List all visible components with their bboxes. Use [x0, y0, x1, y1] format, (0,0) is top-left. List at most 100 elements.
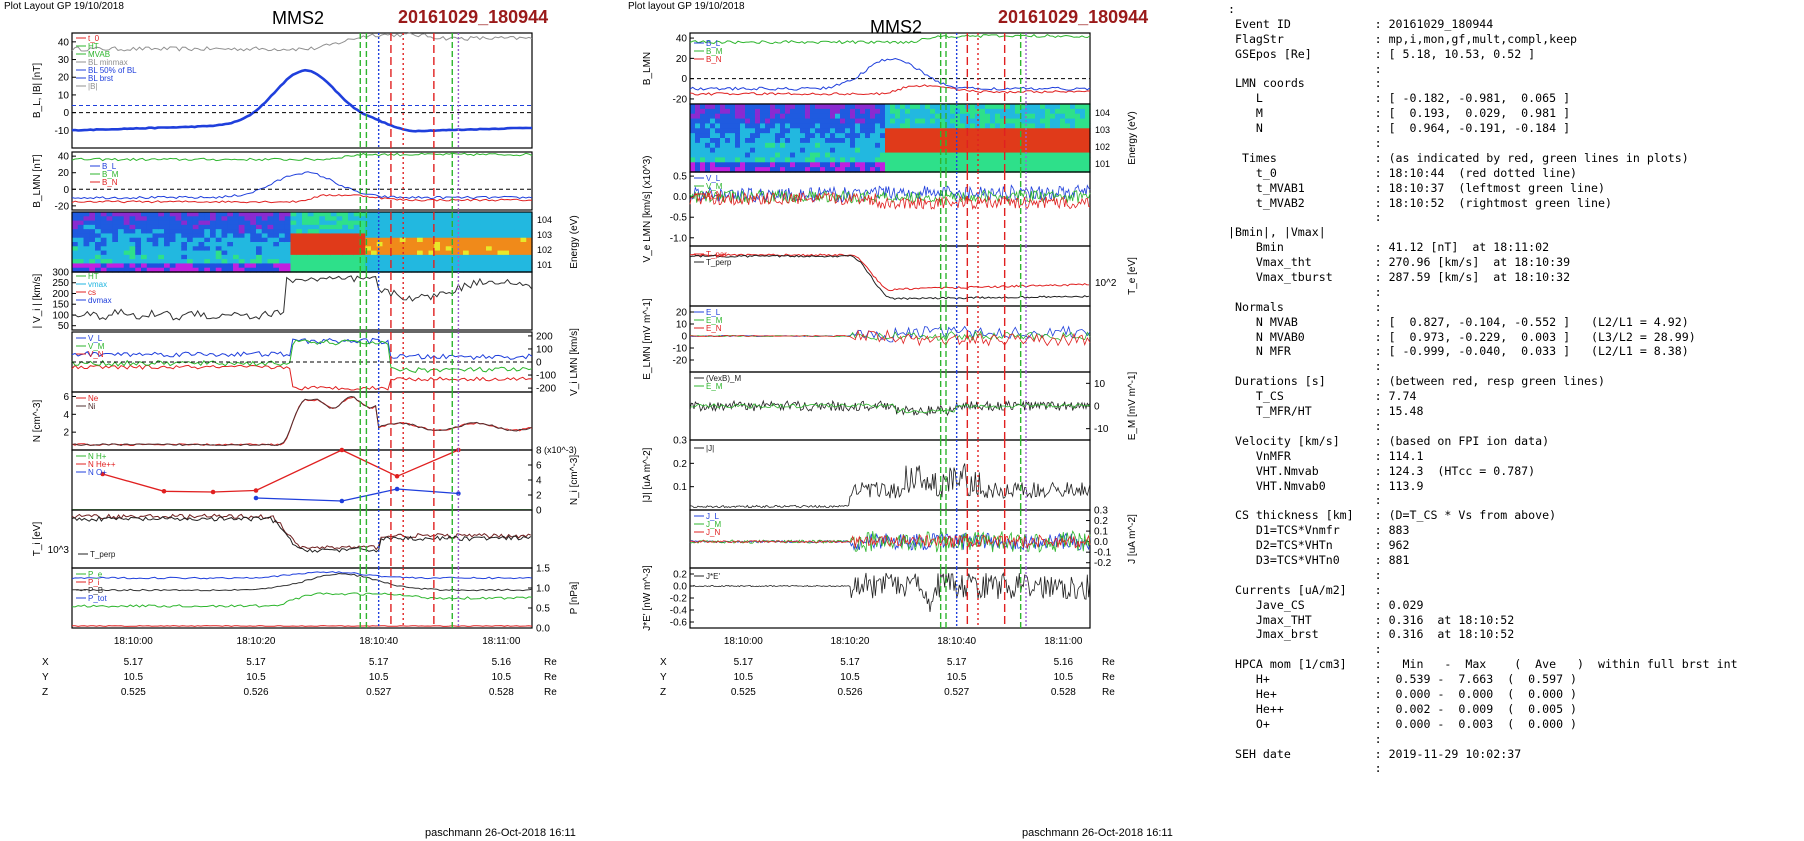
spectrogram-cell [1085, 162, 1091, 168]
spectrogram-cell [1000, 167, 1006, 173]
spectrogram-cell [745, 128, 751, 134]
spectrogram-cell [995, 162, 1001, 168]
position-value: 0.525 [731, 687, 756, 698]
spectrogram-cell [394, 237, 401, 243]
spectrogram-cell [705, 104, 711, 110]
spectrogram-cell [850, 167, 856, 173]
spectrogram-cell [1000, 128, 1006, 134]
spectrogram-cell [141, 263, 148, 269]
spectrogram-cell [463, 250, 470, 256]
spectrogram-cell [463, 233, 470, 239]
spectrogram-cell [795, 123, 801, 129]
spectrogram-cell [980, 157, 986, 163]
spectrogram-cell [1050, 152, 1056, 159]
spectrogram-cell [141, 212, 148, 217]
spectrogram-cell [77, 250, 85, 256]
spectrogram-cell [181, 250, 188, 256]
spectrogram-cell [745, 104, 751, 110]
spectrogram-cell [187, 259, 194, 265]
spectrogram-cell [227, 250, 234, 256]
spectrogram-cell [890, 113, 896, 120]
info-value: (as indicated by red, green lines in plo… [1388, 150, 1689, 165]
spectrogram-cell [348, 242, 355, 247]
info-separator: : [1374, 404, 1389, 419]
spectrogram-cell [1075, 157, 1081, 163]
spectrogram-cell [875, 147, 881, 154]
spectrogram-cell [1050, 138, 1056, 144]
spectrogram-cell [371, 267, 378, 273]
spectrogram-cell [880, 113, 886, 120]
spectrogram-cell [1000, 138, 1006, 144]
spectrogram-cell [825, 152, 831, 159]
info-separator: : [1374, 582, 1389, 597]
spectrogram-cell [302, 259, 309, 265]
spectrogram-cell [434, 259, 441, 265]
spectrogram-cell [710, 152, 716, 159]
spectrogram-cell [198, 246, 205, 252]
spectrogram-cell [910, 118, 916, 125]
spectrogram-cell [514, 254, 522, 260]
spectrogram-cell [770, 142, 776, 149]
spectrogram-cell [112, 224, 119, 230]
spectrogram-cell [880, 167, 886, 173]
legend-label: Ne [88, 394, 99, 403]
y-tick-label: 0.5 [536, 604, 550, 615]
spectrogram-cell [1015, 104, 1021, 110]
spectrogram-cell [77, 212, 85, 217]
spectrogram-cell [411, 259, 418, 265]
spectrogram-cell [233, 263, 240, 269]
spectrogram-cell [690, 123, 696, 129]
spectrogram-cell [348, 250, 355, 256]
spectrogram-cell [313, 259, 320, 265]
spectrogram-cell [497, 250, 504, 256]
spectrogram-cell [210, 267, 217, 273]
spectrogram-cell [210, 212, 217, 217]
spectrogram-cell [930, 157, 936, 163]
legend-label: N O+ [88, 468, 107, 477]
spectrogram-cell [1055, 138, 1061, 144]
spectrogram-cell [1060, 123, 1066, 129]
spectrogram-cell [800, 128, 806, 134]
spectrogram-cell [1075, 138, 1081, 144]
spectrogram-cell [284, 229, 292, 235]
spectrogram-cell [457, 259, 464, 265]
spectrogram-cell [780, 142, 786, 149]
spectrogram-cell [399, 267, 407, 273]
spectrogram-cell [89, 263, 96, 269]
spectrogram-cell [250, 267, 257, 273]
spectrogram-cell [780, 133, 786, 139]
spectrogram-cell [376, 259, 384, 265]
spectrogram-cell [730, 162, 736, 168]
spectrogram-cell [735, 133, 741, 139]
spectrogram-cell [820, 142, 826, 149]
spectrogram-cell [995, 157, 1001, 163]
spectrogram-cell [480, 259, 487, 265]
spectrogram-cell [695, 108, 701, 115]
spectrogram-cell [313, 267, 320, 273]
spectrogram-cell [313, 263, 320, 269]
spectrogram-cell [227, 220, 234, 226]
spectrogram-cell [775, 162, 781, 168]
spectrogram-cell [146, 224, 154, 230]
spectrogram-cell [710, 162, 716, 168]
info-value: 0.029 [1388, 597, 1424, 612]
spectrogram-cell [158, 254, 165, 260]
spectrogram-cell [785, 108, 791, 115]
spectrogram-cell [950, 118, 956, 125]
spectrogram-cell [920, 167, 926, 173]
y-tick-label: 101 [537, 260, 552, 270]
spectrogram-cell [371, 233, 378, 239]
spectrogram-cell [1010, 133, 1016, 139]
spectrogram-cell [175, 259, 182, 265]
spectrogram-cell [970, 167, 976, 173]
spectrogram-cell [750, 104, 756, 110]
panel-VeLMN-frame [689, 171, 1091, 247]
spectrogram-cell [1015, 123, 1021, 129]
spectrogram-cell [273, 237, 280, 243]
spectrogram-cell [870, 128, 876, 134]
spectrogram-cell [382, 220, 389, 226]
spectrogram-cell [514, 216, 522, 222]
spectrogram-cell [805, 152, 811, 159]
spectrogram-cell [875, 123, 881, 129]
spectrogram-cell [118, 250, 125, 256]
